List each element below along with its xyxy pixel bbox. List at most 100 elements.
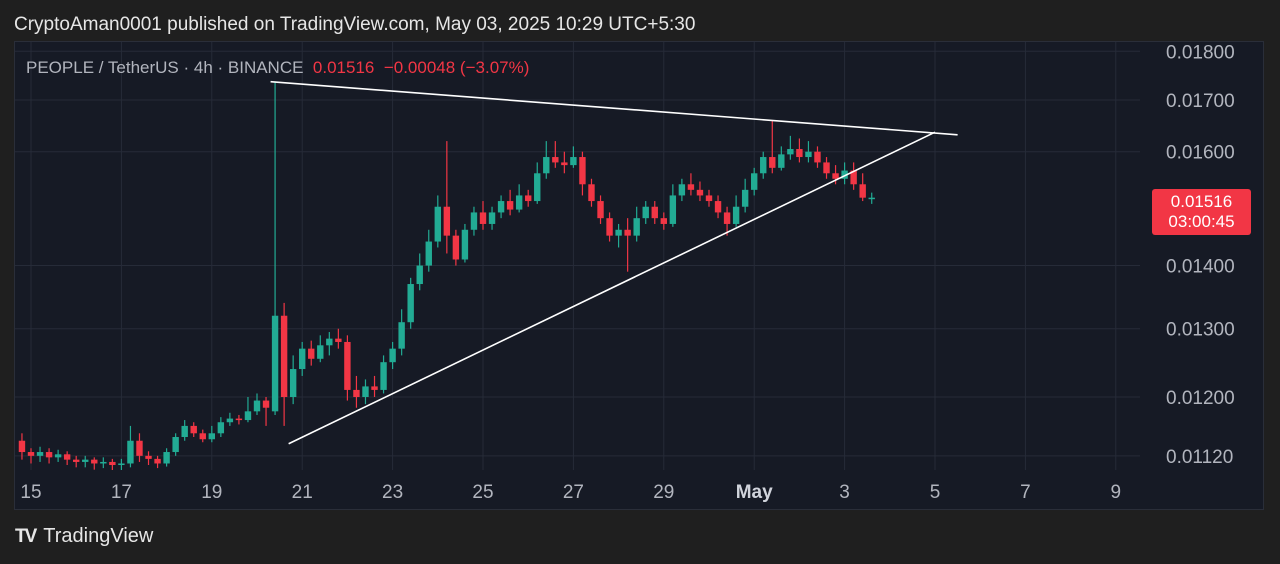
candle-up	[36, 446, 44, 462]
candle-down	[262, 397, 270, 426]
price-tick-label: 0.01700	[1166, 91, 1235, 112]
time-tick-label: 25	[472, 482, 493, 503]
time-tick-label: 3	[839, 482, 850, 503]
time-tick-label: 23	[382, 482, 403, 503]
candles	[18, 81, 875, 470]
current-price-badge: 0.01516 03:00:45	[1152, 189, 1251, 235]
candle-down	[479, 201, 487, 230]
candle-up	[497, 195, 505, 219]
candle-up	[253, 393, 261, 415]
candle-down	[109, 458, 116, 470]
candle-down	[832, 165, 839, 185]
candle-body	[172, 437, 179, 453]
candle-up	[407, 277, 414, 329]
candle-body	[760, 157, 767, 174]
candle-up	[868, 192, 875, 204]
publisher-line: CryptoAman0001 published on TradingView.…	[14, 14, 696, 35]
candle-up	[226, 412, 234, 426]
candle-up	[434, 195, 441, 248]
candle-up	[172, 433, 179, 456]
candle-up	[642, 201, 649, 224]
candle-up	[615, 223, 622, 248]
candle-up	[488, 206, 496, 230]
price-tick-label: 0.01300	[1166, 320, 1235, 341]
candle-body	[136, 440, 143, 456]
candle-up	[100, 457, 107, 469]
candle-down	[705, 189, 713, 207]
candle-body	[669, 195, 677, 224]
candle-body	[145, 455, 152, 459]
candle-body	[36, 452, 44, 456]
candle-down	[371, 375, 378, 397]
candle-down	[18, 433, 26, 460]
candle-up	[362, 379, 369, 405]
time-tick-label: 27	[563, 482, 584, 503]
candle-body	[398, 322, 405, 349]
candle-body	[73, 459, 80, 462]
candle-up	[760, 151, 767, 179]
candle-body	[705, 195, 713, 202]
candle-up	[208, 425, 215, 443]
candle-up	[751, 167, 758, 196]
candle-body	[841, 170, 848, 179]
candle-up	[633, 206, 640, 242]
time-axis: 15 17 19 21 23 25 27 29 May 3 5 7 9	[20, 482, 1121, 503]
candle-body	[91, 459, 98, 464]
candle-down	[687, 173, 695, 196]
candle-down	[651, 201, 658, 224]
candle-down	[154, 455, 161, 469]
candle-down	[561, 151, 568, 174]
price-tick-label: 0.01600	[1166, 143, 1235, 164]
candle-body	[588, 184, 595, 202]
candle-body	[488, 212, 496, 224]
candle-body	[479, 212, 487, 224]
candle-body	[181, 425, 188, 438]
price-tick-label: 0.01400	[1166, 257, 1235, 278]
candle-down	[63, 451, 71, 466]
candle-body	[208, 433, 215, 440]
candle-down	[335, 328, 342, 349]
candle-up	[841, 162, 848, 185]
candle-up	[416, 253, 423, 291]
candle-down	[859, 173, 866, 202]
current-price: 0.01516	[1170, 192, 1233, 211]
candle-body	[217, 422, 225, 434]
candle-up	[534, 162, 541, 204]
time-tick-label: May	[736, 482, 773, 503]
candle-body	[190, 425, 197, 434]
candle-down	[723, 206, 731, 236]
candle-body	[497, 201, 505, 213]
candle-down	[280, 302, 288, 426]
candle-body	[751, 173, 758, 190]
candle-body	[317, 345, 324, 359]
candle-body	[461, 229, 469, 260]
candle-down	[850, 162, 857, 190]
candle-body	[470, 212, 478, 230]
candle-body	[615, 229, 622, 236]
time-tick-label: 5	[930, 482, 941, 503]
candle-down	[823, 157, 830, 179]
candle-up	[470, 206, 478, 236]
time-tick-label: 9	[1111, 482, 1122, 503]
candle-body	[723, 212, 731, 224]
candle-body	[633, 218, 640, 236]
candle-down	[588, 178, 595, 207]
candle-body	[389, 348, 396, 363]
candle-body	[353, 389, 360, 397]
candle-body	[805, 151, 812, 158]
tradingview-logo-icon: TV	[15, 525, 37, 547]
candle-body	[850, 170, 857, 185]
candle-up	[127, 425, 134, 468]
candle-down	[353, 375, 360, 408]
candle-body	[678, 184, 686, 196]
candle-body	[570, 157, 577, 166]
candle-body	[515, 195, 523, 210]
symbol-legend[interactable]: PEOPLE / TetherUS · 4h · BINANCE 0.01516…	[26, 58, 529, 78]
trendline-upper	[270, 80, 958, 136]
candle-body	[823, 162, 830, 174]
trendline-lower	[288, 131, 936, 445]
candle-up	[741, 178, 749, 213]
candle-up	[678, 178, 686, 202]
tradingview-brand[interactable]: TV TradingView	[15, 525, 153, 548]
